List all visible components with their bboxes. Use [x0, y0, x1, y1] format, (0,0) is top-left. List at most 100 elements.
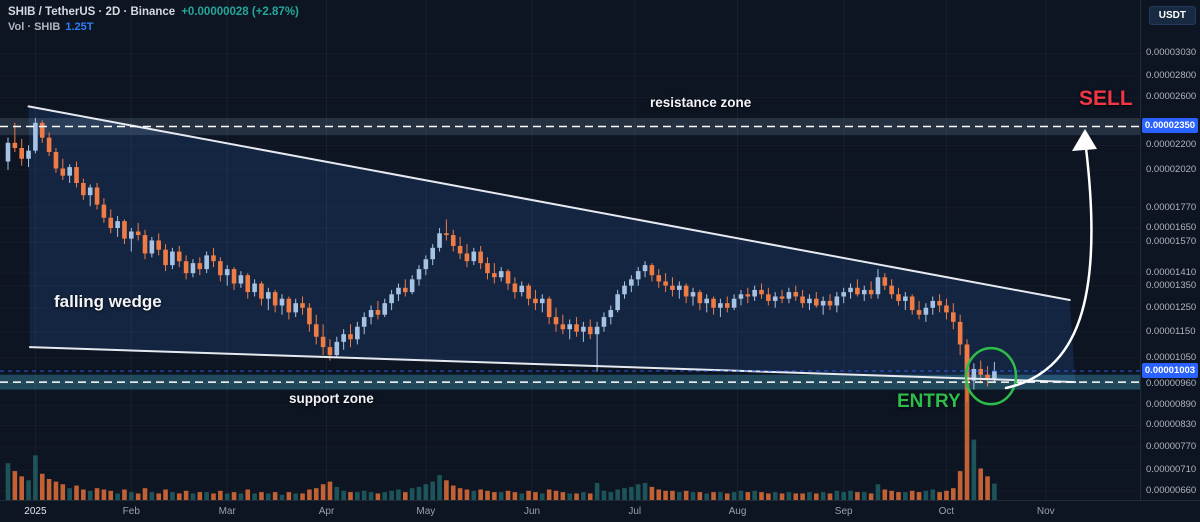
volume-bar — [259, 492, 264, 500]
candle-body — [594, 326, 600, 335]
time-tick: Sep — [834, 506, 853, 517]
volume-bar — [622, 488, 627, 500]
volume-bar — [224, 493, 230, 500]
volume-bar — [875, 484, 881, 500]
volume-bar — [211, 493, 216, 500]
candle-body — [341, 334, 346, 342]
price-tick: 0.00001570 — [1146, 236, 1197, 248]
candle-body — [622, 285, 627, 295]
volume-bar — [170, 492, 175, 500]
candle-body — [683, 285, 689, 297]
candle-body — [923, 307, 929, 315]
volume-label[interactable]: Vol · SHIB — [8, 21, 61, 33]
volume-bar — [149, 492, 155, 500]
candle-body — [382, 303, 388, 315]
candle-body — [450, 235, 456, 246]
volume-bar — [81, 489, 86, 500]
volume-bar — [87, 490, 93, 500]
candle-body — [711, 298, 716, 308]
candle-body — [786, 292, 792, 299]
volume-bar — [101, 489, 107, 500]
volume-bar — [320, 484, 326, 500]
candle-body — [581, 326, 586, 332]
volume-bar — [889, 490, 894, 500]
volume-bar — [546, 489, 552, 500]
candle-body — [855, 287, 860, 295]
volume-bar — [766, 493, 771, 500]
volume-value: 1.25T — [65, 21, 94, 33]
volume-bar — [752, 490, 757, 500]
price-tick: 0.00000710 — [1146, 464, 1197, 476]
volume-bar — [307, 489, 312, 500]
candle-body — [355, 326, 360, 340]
candle-body — [279, 298, 285, 306]
support-zone-band — [0, 374, 1140, 390]
falling-wedge-label: falling wedge — [54, 292, 162, 311]
price-scale[interactable]: 0.00003030 0.00002800 0.00002600 0.00002200… — [1140, 0, 1200, 500]
candle-body — [814, 298, 819, 306]
time-tick: Mar — [218, 506, 236, 517]
volume-bar — [594, 482, 600, 500]
volume-bar — [649, 486, 655, 500]
candle-body — [149, 240, 155, 254]
candle-body — [245, 275, 251, 293]
lower-trendline — [28, 346, 1077, 384]
candle-body — [375, 310, 381, 315]
volume-bar — [745, 492, 751, 500]
candle-body — [964, 344, 970, 381]
candle-body — [731, 298, 737, 308]
volume-bar — [553, 490, 559, 500]
candle-body — [361, 317, 367, 327]
volume-bar — [868, 493, 874, 500]
candle-body — [505, 271, 511, 284]
volume-bar — [478, 489, 483, 500]
volume-bar — [944, 490, 949, 500]
candle-body — [670, 285, 675, 290]
volume-bar — [327, 481, 333, 500]
volume-bar — [218, 490, 223, 500]
candle-body — [752, 289, 757, 297]
price-chart-canvas[interactable] — [0, 0, 1140, 500]
volume-bar — [800, 493, 805, 500]
candle-body — [875, 277, 881, 295]
time-tick: Feb — [122, 506, 140, 517]
candle-body — [423, 259, 429, 270]
candle-body — [39, 122, 45, 138]
volume-bar — [909, 490, 915, 500]
currency-usdt-button[interactable]: USDT — [1148, 6, 1196, 25]
candle-body — [663, 281, 668, 286]
entry-circle — [964, 346, 1018, 406]
price-tick: 0.00001410 — [1146, 267, 1197, 279]
time-scale[interactable]: 2025 Feb Mar Apr May Jun Jul Aug Sep Oct Nov — [0, 500, 1200, 522]
volume-bar — [683, 490, 689, 500]
volume-bar — [519, 493, 525, 500]
candle-body — [615, 294, 620, 311]
volume-bar — [882, 489, 888, 500]
candle-body — [903, 296, 908, 301]
volume-bar — [505, 490, 511, 500]
time-tick: Aug — [728, 506, 747, 517]
support-zone-label: support zone — [289, 391, 374, 406]
volume-bar — [930, 489, 936, 500]
price-tick: 0.00000960 — [1146, 377, 1197, 389]
volume-bar — [670, 490, 675, 500]
candle-body — [656, 275, 662, 282]
candle-body — [416, 269, 422, 280]
candle-body — [176, 251, 182, 262]
volume-bar — [704, 493, 709, 500]
time-tick: Oct — [938, 506, 955, 517]
sell-arrow-head — [1072, 129, 1097, 151]
candle-body — [478, 251, 483, 264]
volume-bar — [403, 492, 408, 500]
volume-bar — [60, 484, 66, 500]
volume-bar — [718, 492, 723, 500]
candle-body — [142, 235, 148, 254]
volume-bar — [430, 481, 435, 500]
volume-bar — [252, 493, 257, 500]
candle-body — [759, 289, 764, 295]
candle-body — [868, 289, 874, 295]
candle-body — [471, 251, 477, 262]
candle-body — [889, 285, 894, 295]
candle-body — [992, 370, 997, 380]
symbol-title[interactable]: SHIB / TetherUS · 2D · Binance — [8, 6, 176, 18]
